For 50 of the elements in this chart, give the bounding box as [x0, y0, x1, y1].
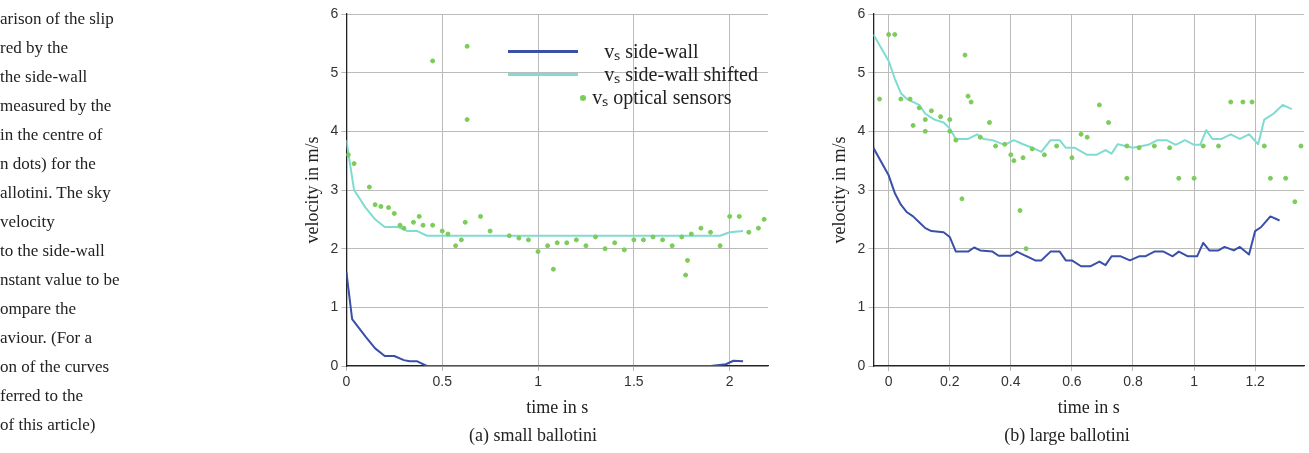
x-tick-label: 1: [534, 373, 543, 390]
text: allotini. The sky: [0, 182, 112, 204]
x-tick-label: 1.2: [1245, 373, 1266, 390]
y-tick-label: 3: [857, 180, 866, 197]
y-axis-title: velocity in m/s: [301, 136, 322, 244]
y-tick-label: 4: [857, 122, 866, 139]
y-tick-label: 1: [857, 298, 866, 315]
text: to the side-wall: [0, 240, 106, 262]
text: nstant value to be: [0, 269, 121, 291]
text: arison of the slip: [0, 8, 115, 30]
y-tick-label: 5: [857, 63, 866, 80]
y-tick-label: 3: [330, 180, 339, 197]
text: (a) small ballotini: [469, 424, 597, 446]
text: n dots) for the: [0, 153, 97, 175]
text: ferred to the: [0, 385, 85, 407]
x-tick-label: 0: [884, 373, 893, 390]
y-tick-label: 1: [330, 298, 339, 315]
legend-label: vₛ side-wall shifted: [604, 63, 758, 86]
y-tick-label: 6: [330, 4, 339, 21]
text: red by the: [0, 37, 69, 59]
y-tick-label: 0: [857, 356, 866, 373]
x-tick-label: 2: [725, 373, 734, 390]
y-tick-label: 2: [857, 239, 866, 256]
legend-label: vₛ optical sensors: [592, 86, 732, 109]
x-tick-label: 0.2: [940, 373, 960, 390]
text: of this article): [0, 414, 97, 436]
y-tick-label: 2: [330, 239, 339, 256]
text: measured by the: [0, 95, 113, 117]
text: velocity: [0, 211, 56, 233]
x-axis-title: time in s: [526, 397, 589, 418]
x-axis-title: time in s: [1057, 397, 1120, 418]
x-tick-label: 0.6: [1062, 373, 1082, 390]
text: on of the curves: [0, 356, 111, 378]
text: (b) large ballotini: [1004, 424, 1130, 446]
x-tick-label: 1: [1190, 373, 1199, 390]
x-tick-label: 0.4: [1001, 373, 1021, 390]
y-axis-title: velocity in m/s: [828, 136, 849, 244]
text: in the centre of: [0, 124, 104, 146]
text: the side-wall: [0, 66, 89, 88]
text: ompare the: [0, 298, 77, 320]
y-tick-label: 0: [330, 356, 339, 373]
x-tick-label: 1.5: [624, 373, 644, 390]
y-tick-label: 4: [330, 122, 339, 139]
y-tick-label: 5: [330, 63, 339, 80]
x-tick-label: 0: [342, 373, 351, 390]
x-tick-label: 0.8: [1123, 373, 1143, 390]
y-tick-label: 6: [857, 4, 866, 21]
text: aviour. (For a: [0, 327, 94, 349]
legend-label: vₛ side-wall: [604, 40, 699, 63]
x-tick-label: 0.5: [432, 373, 453, 390]
